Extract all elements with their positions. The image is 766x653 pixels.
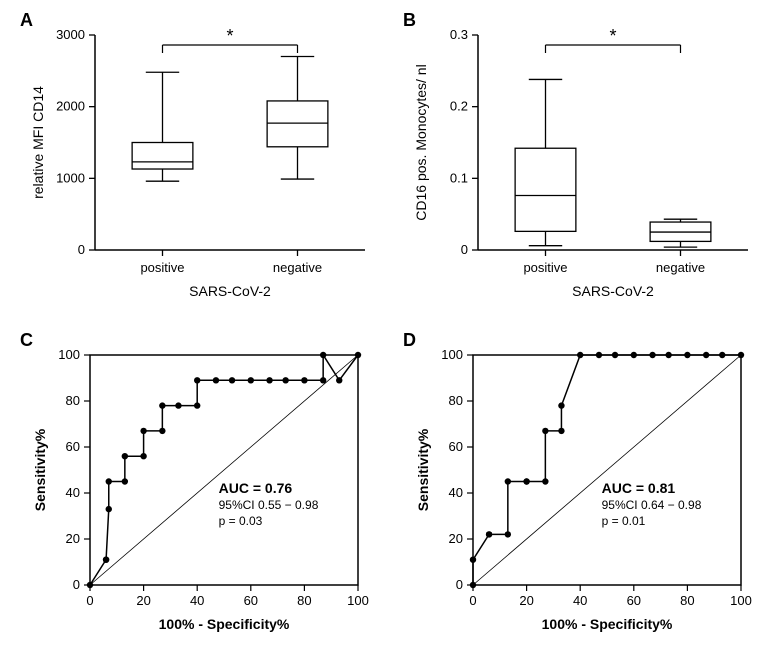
svg-text:20: 20 (519, 593, 533, 608)
svg-text:p = 0.03: p = 0.03 (219, 514, 263, 528)
panel-a-chart: 0 1000 2000 3000 relative MFI CD14 positive ne… (20, 10, 383, 320)
svg-text:60: 60 (449, 439, 463, 454)
svg-text:*: * (226, 26, 233, 46)
svg-text:SARS-CoV-2: SARS-CoV-2 (572, 283, 654, 299)
svg-text:0: 0 (73, 577, 80, 592)
svg-text:positive: positive (140, 260, 184, 275)
svg-text:0: 0 (461, 242, 468, 257)
svg-text:0: 0 (456, 577, 463, 592)
svg-text:60: 60 (244, 593, 258, 608)
svg-text:negative: negative (656, 260, 705, 275)
panel-c-chart: 0 20 40 60 80 100 0 20 40 60 80 100 100% - Specifici… (20, 330, 383, 650)
svg-text:3000: 3000 (56, 27, 85, 42)
svg-text:0.3: 0.3 (450, 27, 468, 42)
svg-text:2000: 2000 (56, 99, 85, 114)
svg-text:AUC = 0.81: AUC = 0.81 (602, 480, 676, 496)
svg-text:*: * (609, 26, 616, 46)
svg-text:AUC = 0.76: AUC = 0.76 (219, 480, 293, 496)
svg-text:60: 60 (66, 439, 80, 454)
panel-c: C 0 20 40 60 80 100 0 20 40 60 80 100 100% - Specifi… (20, 330, 383, 650)
svg-text:20: 20 (449, 531, 463, 546)
svg-text:95%CI 0.64 − 0.98: 95%CI 0.64 − 0.98 (602, 498, 702, 512)
svg-text:95%CI 0.55 − 0.98: 95%CI 0.55 − 0.98 (219, 498, 319, 512)
svg-text:0.2: 0.2 (450, 99, 468, 114)
figure-root: A 0100020003000relative MFI CD14positive… (0, 0, 766, 653)
svg-text:positive: positive (523, 260, 567, 275)
svg-text:20: 20 (66, 531, 80, 546)
svg-text:100% - Specificity%: 100% - Specificity% (159, 616, 290, 632)
panel-a-label: A (20, 10, 33, 31)
svg-text:100: 100 (58, 347, 80, 362)
svg-text:40: 40 (190, 593, 204, 608)
svg-text:Sensitivity%: Sensitivity% (415, 428, 431, 511)
panel-d-label: D (403, 330, 416, 351)
panel-d-chart: 0 20 40 60 80 100 0 20 40 60 80 100 100% - Specifici… (403, 330, 766, 650)
svg-text:40: 40 (66, 485, 80, 500)
svg-text:80: 80 (66, 393, 80, 408)
svg-text:100: 100 (347, 593, 369, 608)
svg-text:60: 60 (627, 593, 641, 608)
svg-text:80: 80 (680, 593, 694, 608)
svg-text:Sensitivity%: Sensitivity% (32, 428, 48, 511)
svg-text:0: 0 (469, 593, 476, 608)
panel-c-label: C (20, 330, 33, 351)
svg-text:SARS-CoV-2: SARS-CoV-2 (189, 283, 271, 299)
panel-d: D 0 20 40 60 80 100 0 20 40 60 80 100 100% - Specifi… (403, 330, 766, 650)
svg-text:0: 0 (78, 242, 85, 257)
svg-text:100: 100 (441, 347, 463, 362)
svg-text:0.1: 0.1 (450, 170, 468, 185)
svg-text:1000: 1000 (56, 170, 85, 185)
svg-text:40: 40 (449, 485, 463, 500)
svg-text:80: 80 (297, 593, 311, 608)
panel-a: A 0 1000 2000 3000 relative MFI CD14 positive… (20, 10, 383, 320)
svg-text:100% - Specificity%: 100% - Specificity% (542, 616, 673, 632)
svg-text:40: 40 (573, 593, 587, 608)
panel-b: B 0 0.1 0.2 0.3 CD16 pos. Monocytes/ nl posit… (403, 10, 766, 320)
svg-text:80: 80 (449, 393, 463, 408)
svg-text:CD16 pos. Monocytes/ nl: CD16 pos. Monocytes/ nl (413, 64, 429, 220)
svg-text:100: 100 (730, 593, 752, 608)
svg-text:20: 20 (136, 593, 150, 608)
svg-text:0: 0 (86, 593, 93, 608)
panel-b-chart: 0 0.1 0.2 0.3 CD16 pos. Monocytes/ nl positiv… (403, 10, 766, 320)
panel-b-label: B (403, 10, 416, 31)
svg-text:relative MFI CD14: relative MFI CD14 (30, 86, 46, 199)
svg-text:p = 0.01: p = 0.01 (602, 514, 646, 528)
svg-text:negative: negative (273, 260, 322, 275)
